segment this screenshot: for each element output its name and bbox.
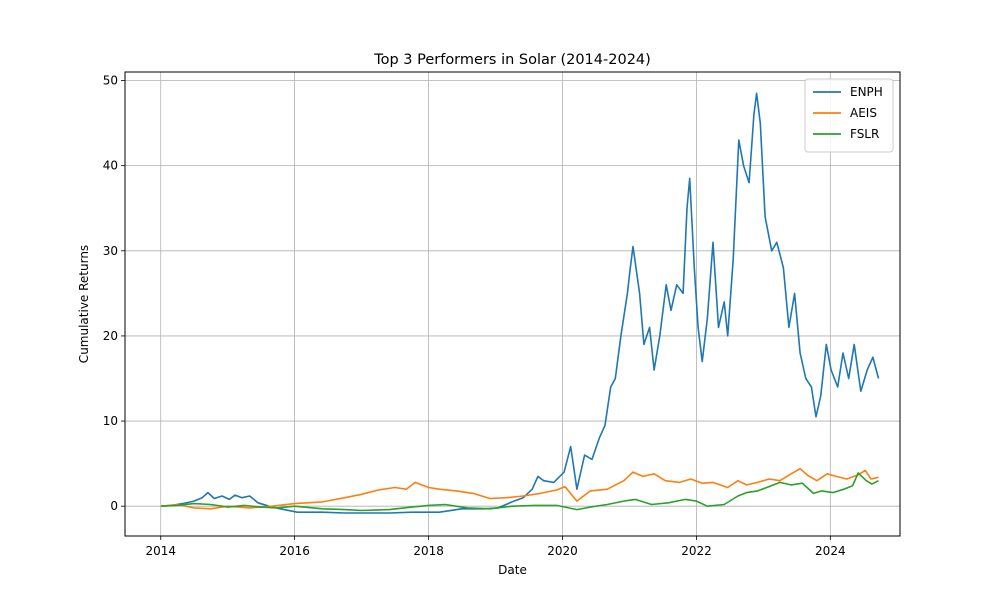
legend-label-enph: ENPH [850,85,883,99]
x-tick-label: 2024 [815,544,846,558]
x-axis: 2014 2016 2018 2020 2022 2024 [145,536,846,558]
series-line-fslr [160,472,879,512]
legend-label-aeis: AEIS [850,106,877,120]
legend: ENPH AEIS FSLR [804,78,894,153]
x-axis-title: Date [498,563,527,577]
x-tick-label: 2022 [681,544,712,558]
y-axis-title: Cumulative Returns [77,245,91,363]
x-tick-label: 2016 [279,544,310,558]
y-tick-label: 30 [103,244,118,258]
x-tick-label: 2020 [547,544,578,558]
chart-title: Top 3 Performers in Solar (2014-2024) [373,52,651,68]
x-tick-label: 2014 [145,544,176,558]
y-tick-label: 0 [110,499,118,513]
y-tick-label: 10 [103,414,118,428]
series-line-aeis [160,467,879,510]
y-axis: 0 10 20 30 40 50 [103,74,125,513]
y-tick-label: 20 [103,329,118,343]
plot-frame [124,71,901,537]
grid [125,72,900,536]
legend-label-fslr: FSLR [850,127,879,141]
x-tick-label: 2018 [413,544,444,558]
series-line-enph [160,92,880,514]
y-tick-label: 50 [103,74,118,88]
y-tick-label: 40 [103,159,118,173]
series-lines [160,92,880,514]
